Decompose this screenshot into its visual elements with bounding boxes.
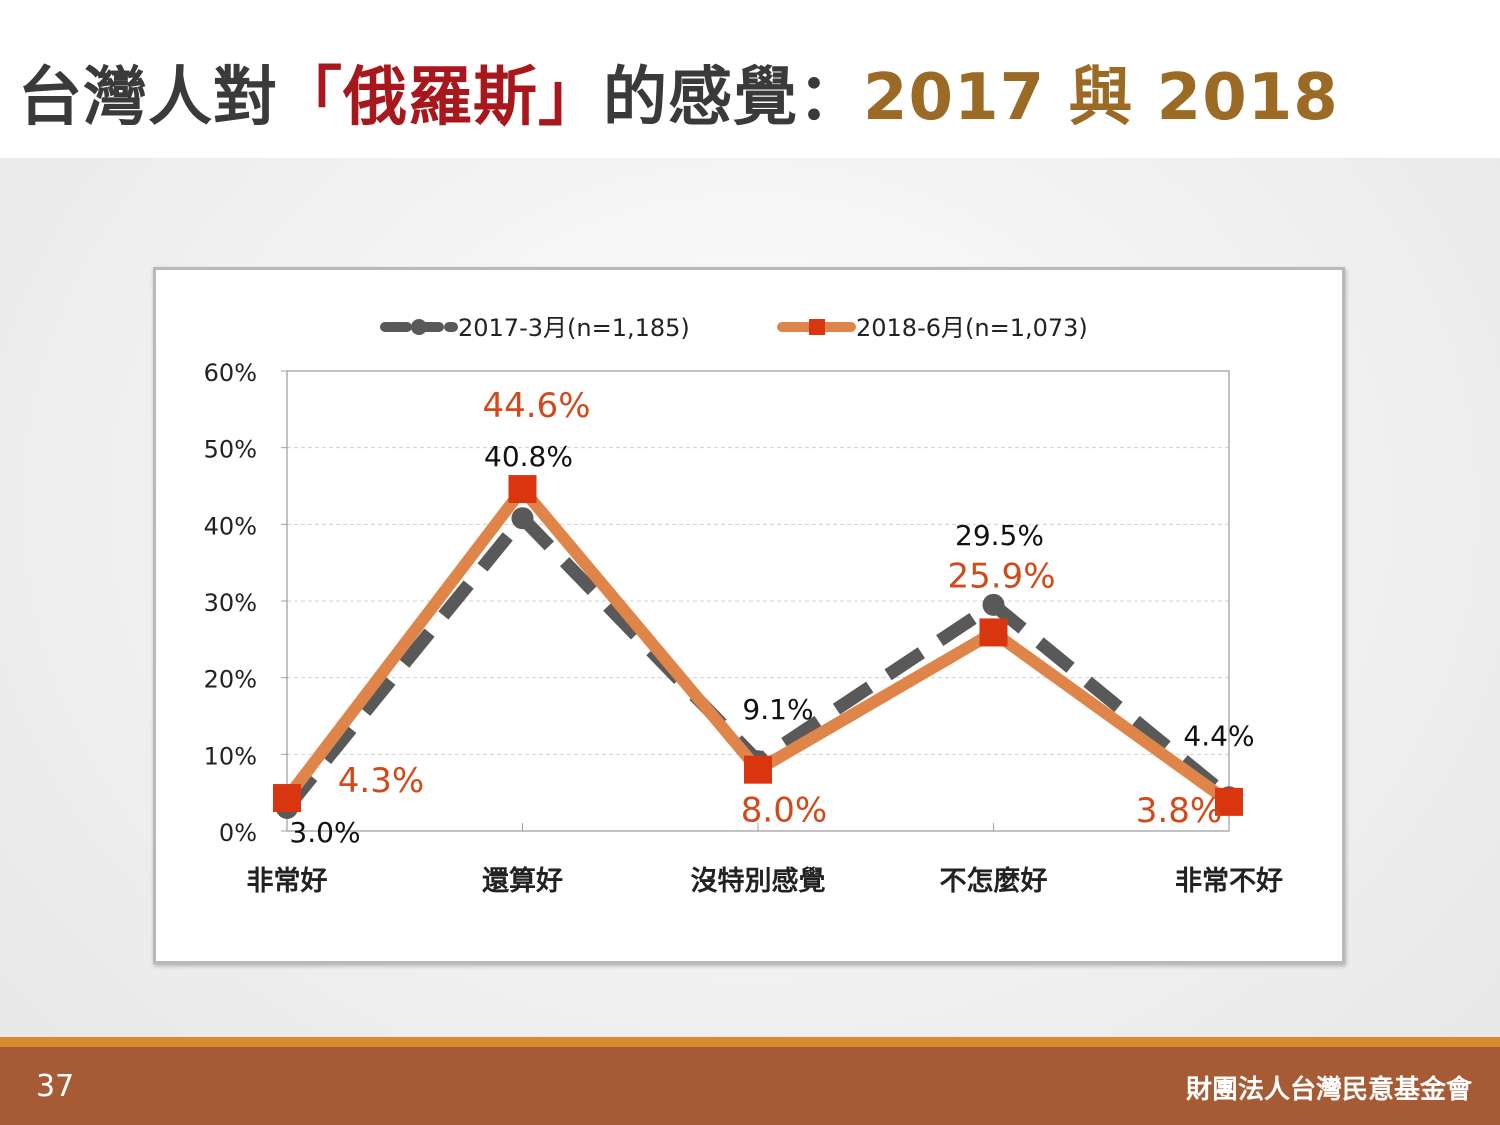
line-chart: 0% 10% 20% 30% 40% 50% 60% 非常好 還算好 沒特別感覺 不怎麼好 非常不好 3…: [204, 314, 1283, 897]
data-label-2017: 29.5%: [955, 519, 1044, 552]
data-label-2018: 25.9%: [947, 556, 1055, 596]
data-label-2018: 3.8%: [1136, 791, 1222, 831]
data-label-2017: 4.4%: [1183, 719, 1254, 752]
title-bar: 台灣人對「俄羅斯」的感覺：2017 與 2018: [0, 0, 1500, 158]
series-2017-point: [511, 507, 534, 530]
chart-frame: 0% 10% 20% 30% 40% 50% 60% 非常好 還算好 沒特別感覺 不怎麼好 非常不好 3…: [153, 267, 1345, 964]
data-label-2018: 8.0%: [741, 791, 827, 831]
y-tick-label: 50%: [204, 436, 257, 464]
data-label-2017: 3.0%: [289, 816, 360, 849]
x-tick-label: 還算好: [482, 865, 563, 897]
x-tick-label: 沒特別感覺: [691, 865, 826, 897]
data-label-2017: 40.8%: [484, 440, 573, 473]
footer-bar: 37 財團法人台灣民意基金會: [0, 1047, 1500, 1125]
series-2018-point: [273, 784, 301, 813]
data-label-2018: 44.6%: [482, 386, 590, 426]
organization-name: 財團法人台灣民意基金會: [1185, 1075, 1472, 1105]
x-tick-label: 不怎麼好: [940, 866, 1048, 897]
footer-stripe: [0, 1037, 1500, 1047]
legend-2018-label: 2018-6月(n=1,073): [856, 314, 1088, 342]
title-part-1: 台灣人對: [18, 61, 278, 135]
y-tick-label: 30%: [204, 589, 257, 617]
y-tick-label: 60%: [204, 359, 257, 387]
x-tick-label: 非常不好: [1175, 866, 1283, 897]
y-tick-label: 20%: [204, 666, 257, 694]
y-tick-label: 0%: [219, 819, 257, 847]
data-label-2017: 9.1%: [742, 693, 813, 726]
data-label-2018: 4.3%: [338, 761, 424, 801]
series-2018-point: [744, 755, 772, 784]
title-part-3: 的感覺：: [603, 61, 863, 135]
slide-title: 台灣人對「俄羅斯」的感覺：2017 與 2018: [18, 46, 1339, 138]
title-part-4: 2017 與 2018: [863, 61, 1339, 135]
y-tick-label: 10%: [204, 742, 257, 770]
legend-2017-label: 2017-3月(n=1,185): [458, 314, 690, 342]
legend-2018-marker: [809, 319, 825, 335]
series-2018-point: [508, 475, 537, 504]
series-2018-point: [1215, 787, 1243, 816]
page-number: 37: [36, 1069, 75, 1104]
legend-2017-marker: [411, 319, 427, 335]
title-part-2: 「俄羅斯」: [278, 61, 603, 135]
series-2017-point: [982, 593, 1005, 616]
x-tick-label: 非常好: [247, 866, 328, 897]
y-tick-label: 40%: [204, 512, 257, 540]
series-2018-point: [979, 618, 1008, 647]
